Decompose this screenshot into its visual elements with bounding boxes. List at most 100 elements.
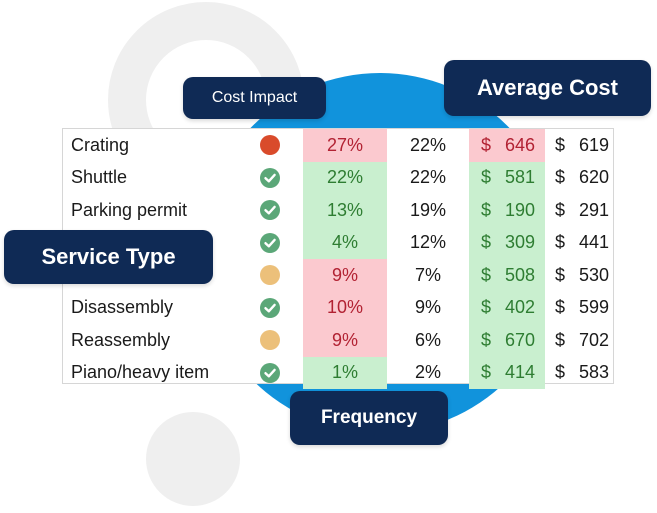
status-cell xyxy=(253,129,287,162)
cost-impact-value: 9% xyxy=(303,259,387,292)
cost-impact-value: 27% xyxy=(303,129,387,162)
currency-symbol: $ xyxy=(555,362,566,383)
status-cell xyxy=(253,292,287,325)
comparison-cost-value: $702 xyxy=(547,324,613,357)
check-icon xyxy=(260,362,280,383)
frequency-badge: Frequency xyxy=(290,391,448,445)
comparison-cost-value: $620 xyxy=(547,162,613,195)
currency-symbol: $ xyxy=(481,297,492,318)
currency-symbol: $ xyxy=(481,362,492,383)
check-icon xyxy=(260,232,280,253)
comparison-cost-value: $441 xyxy=(547,227,613,260)
amount: 620 xyxy=(579,167,610,188)
amount: 702 xyxy=(579,329,610,350)
comparison-cost-value: $619 xyxy=(547,129,613,162)
table-row: Disassembly 10% 9% $402 $599 xyxy=(63,291,613,325)
table-row: Crating 27% 22% $646 $619 xyxy=(63,129,613,162)
service-name: Piano/heavy item xyxy=(71,362,210,383)
cost-impact-value: 13% xyxy=(303,194,387,227)
service-cost-table: Crating 27% 22% $646 $619 Shuttle 22% 22% $581 $6… xyxy=(62,128,614,389)
comparison-cost-value: $291 xyxy=(547,194,613,227)
amount: 508 xyxy=(505,264,536,285)
comparison-cost-value: $599 xyxy=(547,292,613,325)
service-name: Reassembly xyxy=(71,329,171,350)
cost-impact-value: 10% xyxy=(303,291,387,324)
table-row: Reassembly 9% 6% $670 $702 xyxy=(63,324,613,357)
cost-impact-value: 22% xyxy=(303,161,387,194)
currency-symbol: $ xyxy=(555,264,566,285)
cost-impact-value: 1% xyxy=(303,356,387,389)
check-icon xyxy=(260,297,280,318)
currency-symbol: $ xyxy=(555,232,566,253)
amount: 530 xyxy=(579,264,610,285)
amber-dot-icon xyxy=(260,330,280,351)
frequency-value: 22% xyxy=(409,167,447,188)
cost-impact-value: 4% xyxy=(303,226,387,259)
currency-symbol: $ xyxy=(481,232,492,253)
currency-symbol: $ xyxy=(555,199,566,220)
amount: 402 xyxy=(505,297,536,318)
service-type-badge: Service Type xyxy=(4,230,213,284)
amount: 619 xyxy=(579,134,610,155)
table-row: Piano/heavy item 1% 2% $414 $583 xyxy=(63,356,613,390)
currency-symbol: $ xyxy=(481,167,492,188)
currency-symbol: $ xyxy=(555,329,566,350)
frequency-value: 2% xyxy=(414,362,441,383)
service-name: Disassembly xyxy=(71,297,174,318)
currency-symbol: $ xyxy=(555,134,566,155)
cost-impact-badge: Cost Impact xyxy=(183,77,326,119)
comparison-cost-value: $530 xyxy=(547,259,613,292)
currency-symbol: $ xyxy=(555,297,566,318)
red-dot-icon xyxy=(260,135,280,156)
amount: 190 xyxy=(505,199,536,220)
frequency-value: 19% xyxy=(409,199,447,220)
average-cost-value: $190 xyxy=(469,194,545,227)
service-name: Shuttle xyxy=(71,167,128,188)
frequency-value: 12% xyxy=(409,232,447,253)
amount: 414 xyxy=(505,362,536,383)
cost-impact-value: 9% xyxy=(303,324,387,357)
amber-dot-icon xyxy=(260,265,280,286)
average-cost-value: $402 xyxy=(469,291,545,324)
table-row: 4% 12% $309 $441 xyxy=(63,226,613,260)
amount: 646 xyxy=(505,134,536,155)
currency-symbol: $ xyxy=(481,199,492,220)
comparison-cost-value: $583 xyxy=(547,357,613,390)
average-cost-value: $508 xyxy=(469,259,545,292)
check-icon xyxy=(260,167,280,188)
currency-symbol: $ xyxy=(481,329,492,350)
amount: 583 xyxy=(579,362,610,383)
average-cost-value: $581 xyxy=(469,161,545,194)
frequency-value: 9% xyxy=(414,297,441,318)
status-cell xyxy=(253,162,287,195)
average-cost-value: $670 xyxy=(469,324,545,357)
table-row: 9% 7% $508 $530 xyxy=(63,259,613,292)
amount: 581 xyxy=(505,167,536,188)
background-dot xyxy=(146,412,240,506)
status-cell xyxy=(253,324,287,357)
service-name: Parking permit xyxy=(71,199,188,220)
amount: 309 xyxy=(505,232,536,253)
amount: 441 xyxy=(579,232,610,253)
frequency-value: 6% xyxy=(414,329,441,350)
average-cost-value: $309 xyxy=(469,226,545,259)
average-cost-value: $646 xyxy=(469,129,545,162)
table-row: Parking permit 13% 19% $190 $291 xyxy=(63,194,613,227)
status-cell xyxy=(253,357,287,390)
average-cost-value: $414 xyxy=(469,356,545,389)
frequency-value: 7% xyxy=(414,264,441,285)
amount: 599 xyxy=(579,297,610,318)
check-icon xyxy=(260,200,280,221)
amount: 670 xyxy=(505,329,536,350)
status-cell xyxy=(253,259,287,292)
currency-symbol: $ xyxy=(481,264,492,285)
service-name: Crating xyxy=(71,134,130,155)
amount: 291 xyxy=(579,199,610,220)
currency-symbol: $ xyxy=(481,134,492,155)
status-cell xyxy=(253,194,287,227)
table-row: Shuttle 22% 22% $581 $620 xyxy=(63,161,613,195)
status-cell xyxy=(253,227,287,260)
average-cost-badge: Average Cost xyxy=(444,60,651,116)
currency-symbol: $ xyxy=(555,167,566,188)
frequency-value: 22% xyxy=(409,134,447,155)
